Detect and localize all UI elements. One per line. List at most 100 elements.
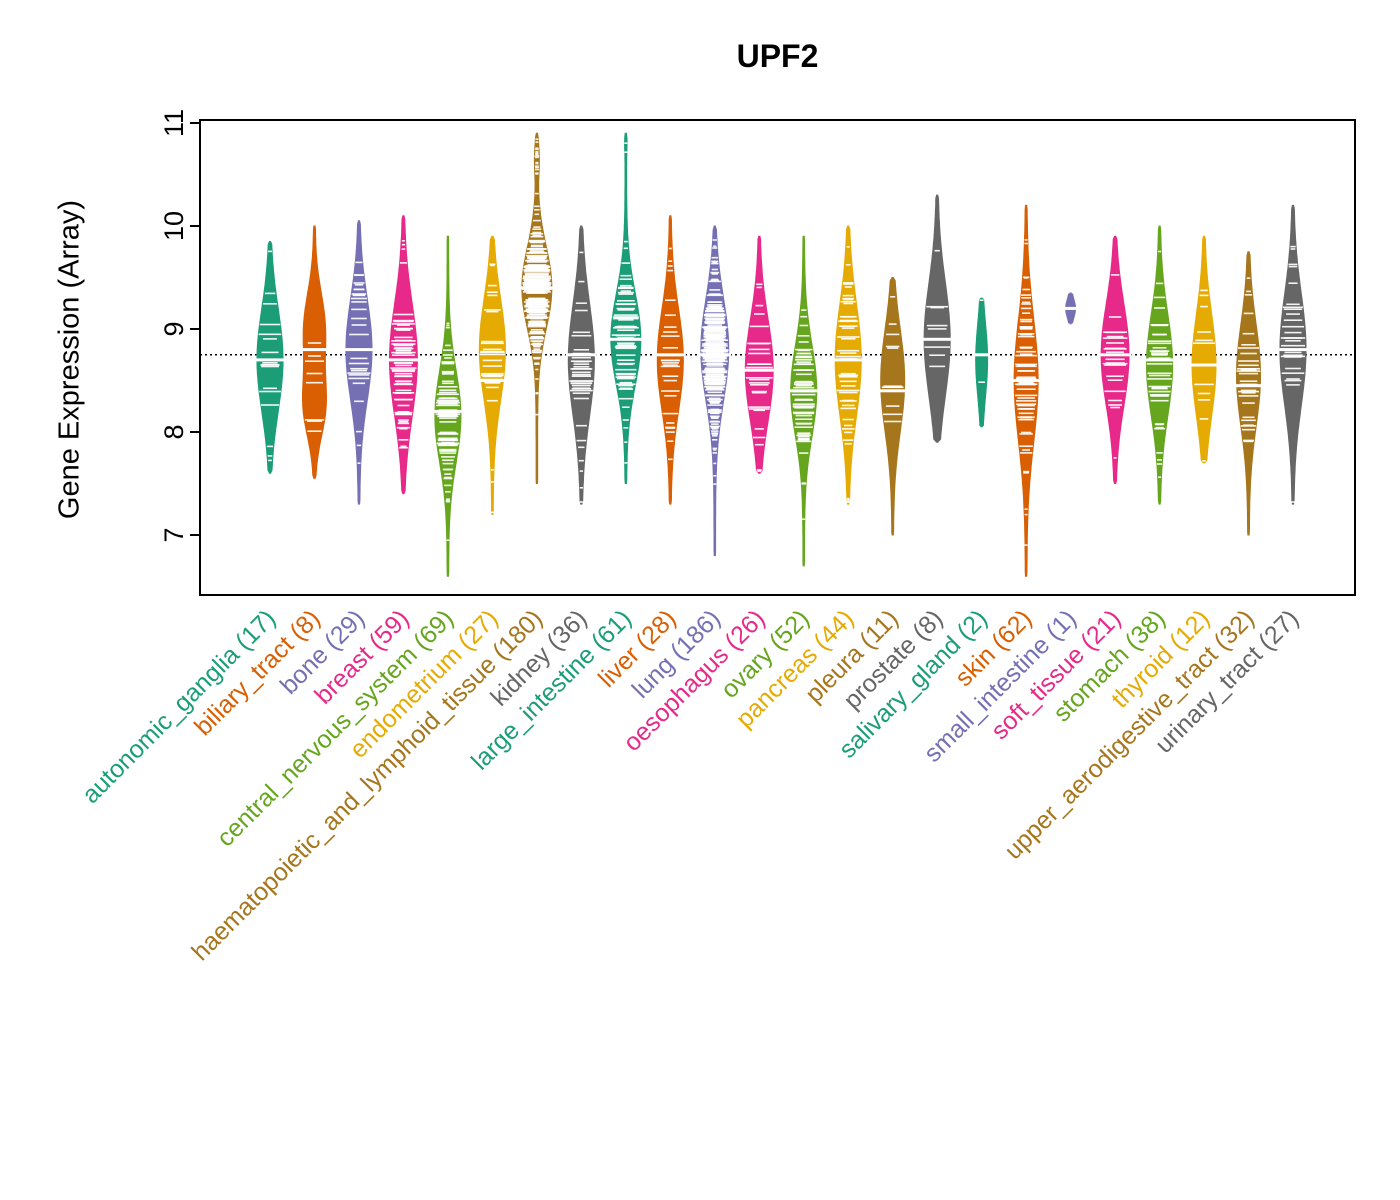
data-tick bbox=[796, 361, 811, 363]
data-tick bbox=[1236, 370, 1261, 372]
data-tick bbox=[261, 363, 279, 366]
violin-kidney bbox=[567, 225, 595, 505]
data-tick bbox=[442, 459, 454, 461]
data-tick bbox=[397, 324, 410, 326]
data-tick bbox=[707, 404, 723, 406]
data-tick bbox=[569, 380, 594, 382]
data-tick bbox=[304, 419, 325, 421]
data-tick bbox=[439, 421, 457, 423]
data-tick bbox=[351, 317, 367, 320]
median-line-haematopoietic_and_lymphoid_tissue bbox=[519, 286, 555, 290]
data-tick bbox=[1107, 379, 1123, 381]
data-tick bbox=[532, 351, 542, 354]
data-tick bbox=[435, 413, 461, 415]
data-tick bbox=[707, 391, 722, 394]
data-tick bbox=[624, 462, 628, 464]
data-tick bbox=[347, 372, 371, 374]
data-ticks-stomach bbox=[1146, 250, 1173, 478]
data-tick bbox=[530, 235, 544, 238]
data-tick bbox=[1241, 344, 1256, 346]
median-line-lung bbox=[698, 353, 732, 357]
data-tick bbox=[1150, 395, 1169, 397]
data-tick bbox=[624, 142, 628, 144]
data-tick bbox=[444, 357, 452, 359]
data-tick bbox=[572, 387, 590, 389]
data-tick bbox=[1242, 402, 1255, 404]
data-tick bbox=[535, 413, 539, 416]
data-tick bbox=[794, 407, 814, 409]
data-tick bbox=[619, 278, 632, 280]
data-tick bbox=[709, 289, 721, 291]
data-tick bbox=[490, 481, 494, 483]
data-tick bbox=[353, 288, 365, 291]
data-tick bbox=[528, 321, 546, 324]
data-tick bbox=[615, 345, 636, 347]
data-tick bbox=[268, 459, 272, 462]
data-tick bbox=[1242, 416, 1255, 419]
data-tick bbox=[799, 324, 809, 327]
data-tick bbox=[259, 390, 281, 393]
median-line-prostate bbox=[921, 337, 953, 341]
data-tick bbox=[530, 320, 544, 323]
data-tick bbox=[846, 501, 850, 503]
data-tick bbox=[707, 387, 723, 390]
data-tick bbox=[924, 346, 950, 348]
data-tick bbox=[535, 173, 539, 175]
data-ticks-salivary_gland bbox=[978, 299, 985, 383]
data-tick bbox=[797, 352, 810, 355]
data-tick bbox=[1243, 312, 1254, 315]
data-tick bbox=[263, 387, 277, 390]
data-tick bbox=[442, 462, 454, 465]
data-tick bbox=[523, 282, 551, 284]
data-tick bbox=[749, 378, 770, 381]
data-tick bbox=[1017, 404, 1035, 407]
data-tick bbox=[795, 373, 812, 376]
data-tick bbox=[1016, 400, 1037, 402]
data-tick bbox=[528, 324, 546, 326]
data-tick bbox=[1021, 303, 1031, 305]
data-tick bbox=[840, 372, 856, 375]
data-tick bbox=[706, 365, 724, 367]
data-tick bbox=[707, 306, 723, 308]
data-tick bbox=[711, 430, 719, 432]
data-tick bbox=[1019, 346, 1033, 349]
data-tick bbox=[398, 419, 409, 421]
data-tick bbox=[840, 352, 857, 354]
data-tick bbox=[842, 282, 854, 284]
data-tick bbox=[529, 337, 545, 340]
data-tick bbox=[535, 151, 539, 153]
data-tick bbox=[445, 326, 450, 329]
data-tick bbox=[1286, 303, 1300, 306]
data-tick bbox=[1147, 342, 1172, 345]
data-tick bbox=[711, 256, 718, 259]
data-tick bbox=[613, 327, 639, 329]
data-tick bbox=[708, 280, 721, 283]
data-tick bbox=[481, 372, 504, 375]
data-tick bbox=[755, 304, 764, 307]
y-tick-label-10: 10 bbox=[159, 211, 189, 241]
data-tick bbox=[575, 302, 587, 304]
data-tick bbox=[754, 428, 764, 430]
data-tick bbox=[1238, 372, 1259, 375]
data-tick bbox=[444, 476, 452, 479]
data-tick bbox=[401, 240, 405, 242]
data-tick bbox=[705, 327, 724, 329]
data-tick bbox=[579, 487, 583, 489]
data-tick bbox=[801, 482, 806, 484]
data-tick bbox=[1157, 459, 1163, 461]
data-tick bbox=[355, 261, 363, 264]
data-tick bbox=[840, 385, 856, 387]
plot-border bbox=[199, 119, 1356, 596]
data-ticks-lung bbox=[700, 239, 729, 485]
data-tick bbox=[1155, 423, 1164, 426]
data-tick bbox=[844, 443, 852, 445]
data-tick bbox=[394, 372, 413, 375]
data-tick bbox=[706, 294, 723, 297]
data-tick bbox=[1019, 445, 1033, 447]
data-tick bbox=[840, 300, 856, 303]
data-tick bbox=[443, 477, 453, 480]
data-tick bbox=[390, 367, 417, 369]
data-tick bbox=[978, 381, 985, 383]
data-tick bbox=[438, 444, 458, 446]
data-tick bbox=[802, 518, 806, 520]
